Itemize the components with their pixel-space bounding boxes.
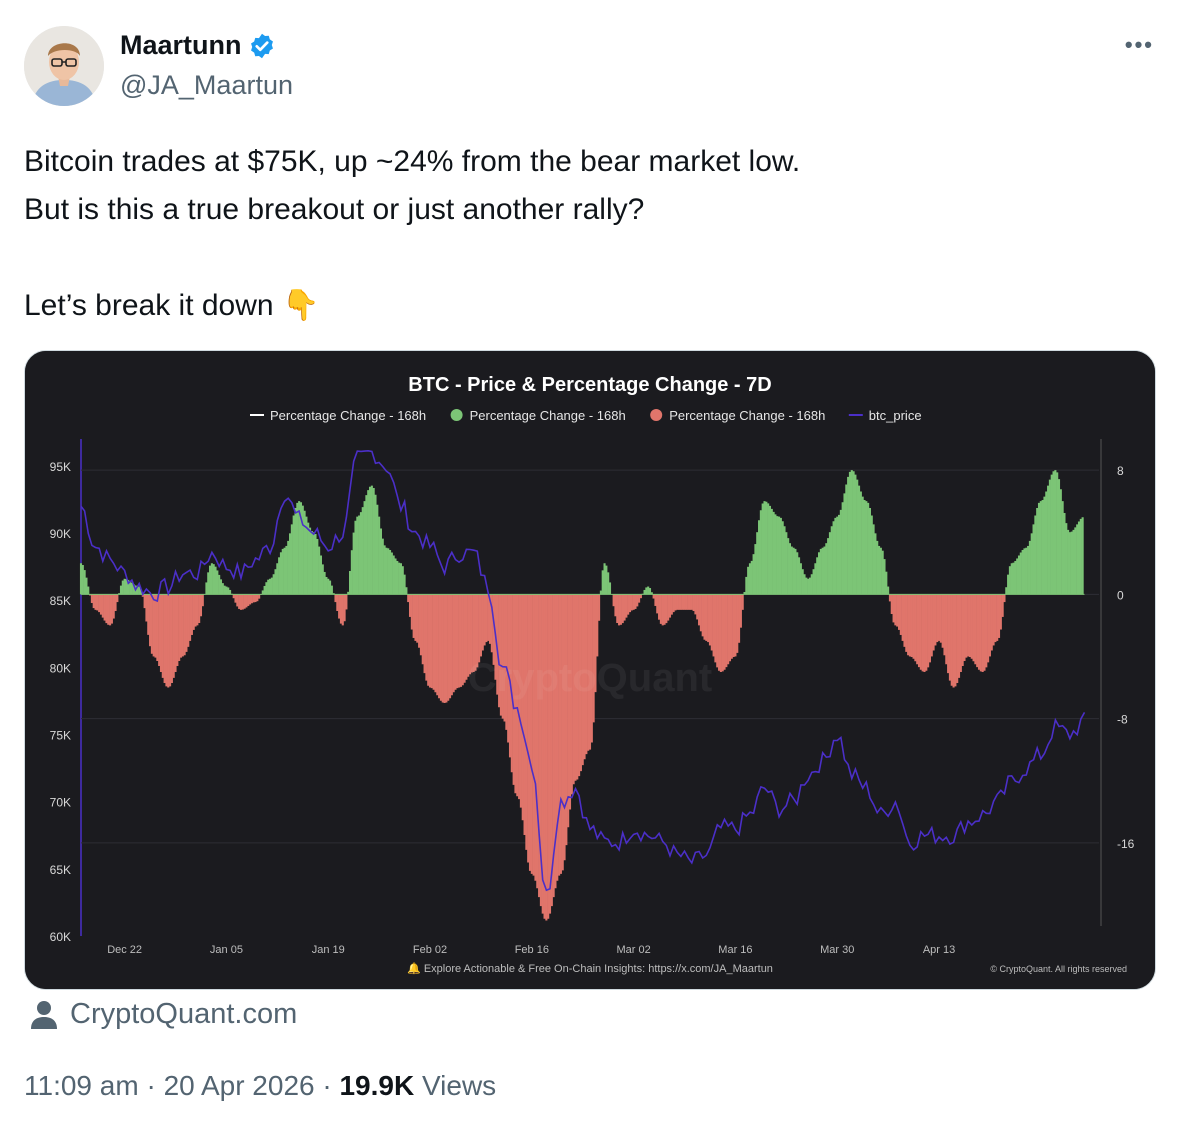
legend-label: btc_price	[869, 408, 922, 423]
left-tick-label: 90K	[50, 527, 71, 541]
author-handle[interactable]: @JA_Maartun	[120, 70, 293, 100]
chart-footer-note: 🔔 Explore Actionable & Free On-Chain Ins…	[407, 962, 773, 975]
legend-label: Percentage Change - 168h	[470, 408, 626, 423]
tweet-line: But is this a true breakout or just anot…	[24, 193, 645, 226]
person-icon	[31, 1000, 57, 1029]
left-tick-label: 80K	[50, 661, 71, 675]
right-tick-label: 8	[1117, 464, 1124, 478]
right-tick-label: -16	[1117, 837, 1135, 851]
tweet-line	[24, 234, 1144, 282]
legend-label: Percentage Change - 168h	[270, 408, 426, 423]
right-tick-label: 0	[1117, 588, 1124, 602]
btc-price-line	[80, 449, 1086, 892]
x-tick-label: Dec 22	[107, 944, 142, 956]
author-name[interactable]: Maartunn	[120, 30, 242, 60]
x-tick-label: Mar 02	[617, 944, 651, 956]
tweet-line: Bitcoin trades at $75K, up ~24% from the…	[24, 145, 801, 178]
legend-marker	[450, 409, 463, 421]
avatar-image	[24, 26, 104, 106]
source-label: CryptoQuant.com	[70, 998, 298, 1030]
x-tick-label: Mar 30	[820, 944, 854, 956]
tweet-time[interactable]: 11:09 am	[24, 1070, 139, 1101]
left-tick-label: 65K	[50, 863, 71, 877]
separator: ·	[146, 1070, 156, 1101]
chart-title: BTC - Price & Percentage Change - 7D	[408, 374, 771, 396]
pointing-down-emoji: 👇	[281, 289, 320, 322]
left-tick-label: 60K	[50, 930, 71, 944]
tweet-line: Let’s break it down 👇	[24, 282, 1144, 330]
views-label: Views	[421, 1070, 497, 1101]
avatar[interactable]	[24, 26, 104, 106]
more-options-icon[interactable]: •••	[1124, 32, 1154, 57]
left-tick-label: 85K	[50, 594, 71, 608]
legend-marker	[650, 409, 663, 421]
watermark: CryptoQuant	[468, 656, 712, 700]
chart-svg: BTC - Price & Percentage Change - 7D Perc…	[25, 351, 1155, 989]
tweet-text: Bitcoin trades at $75K, up ~24% from the…	[24, 138, 1144, 330]
chart-media-card[interactable]: BTC - Price & Percentage Change - 7D Perc…	[24, 350, 1156, 990]
x-tick-label: Jan 19	[312, 944, 345, 956]
separator: ·	[322, 1070, 332, 1101]
tweet-meta: 11:09 am · 20 Apr 2026 · 19.9K Views	[24, 1070, 496, 1102]
tweet-line-text: Let’s break it down	[24, 289, 274, 322]
left-tick-label: 95K	[50, 460, 71, 474]
views-count: 19.9K	[339, 1070, 415, 1101]
source-link[interactable]: CryptoQuant.com	[30, 998, 297, 1031]
x-tick-label: Mar 16	[718, 944, 752, 956]
left-tick-label: 75K	[50, 729, 71, 743]
right-tick-label: -8	[1117, 713, 1128, 727]
tweet-date[interactable]: 20 Apr 2026	[163, 1070, 315, 1101]
author-row: Maartunn	[120, 30, 276, 61]
x-tick-label: Feb 16	[515, 944, 549, 956]
x-tick-label: Apr 13	[923, 944, 955, 956]
chart-copyright: © CryptoQuant. All rights reserved	[990, 964, 1127, 974]
left-tick-label: 70K	[50, 796, 71, 810]
x-tick-label: Jan 05	[210, 944, 243, 956]
verified-badge-icon	[250, 33, 273, 58]
legend-label: Percentage Change - 168h	[669, 408, 825, 423]
x-tick-label: Feb 02	[413, 944, 447, 956]
